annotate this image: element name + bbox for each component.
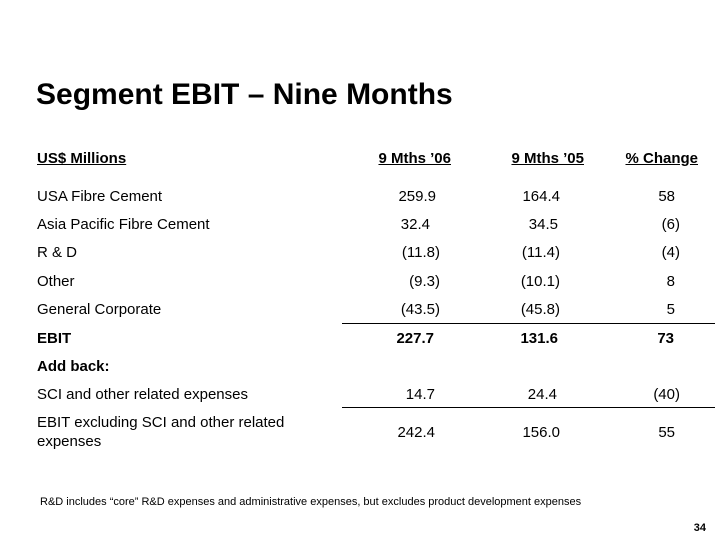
row-label: R & D	[37, 244, 78, 261]
sci-change: (40)	[653, 386, 680, 403]
row-label: USA Fibre Cement	[37, 188, 163, 205]
value-2006: 32.4	[400, 216, 430, 233]
row-label: General Corporate	[37, 301, 162, 318]
value-2005: 34.5	[528, 216, 558, 233]
ebit-2006: 227.7	[396, 330, 434, 347]
value-2005: (11.4)	[521, 244, 560, 261]
value-2005: 164.4	[522, 188, 560, 205]
subtotal-rule	[342, 323, 715, 324]
col-header-2005: 9 Mths ’05	[511, 150, 584, 167]
row-label: Asia Pacific Fibre Cement	[37, 216, 210, 233]
value-2005: (10.1)	[520, 273, 560, 290]
ebit-ex-2005: 156.0	[522, 424, 560, 441]
value-2006: (9.3)	[409, 273, 440, 290]
value-2006: (11.8)	[401, 244, 440, 261]
total-rule	[342, 407, 715, 408]
col-header-2006: 9 Mths ’06	[378, 150, 451, 167]
footnote: R&D includes “core” R&D expenses and adm…	[40, 496, 582, 508]
ebit-row: EBIT 227.7 131.6 73	[0, 330, 720, 354]
add-back-label: Add back:	[37, 358, 110, 375]
sci-2006: 14.7	[405, 386, 435, 403]
table-row: Asia Pacific Fibre Cement 32.4 34.5 (6)	[0, 216, 720, 240]
value-2006: (43.5)	[400, 301, 440, 318]
sci-2005: 24.4	[527, 386, 557, 403]
row-label: Other	[37, 273, 75, 290]
value-change: 5	[666, 301, 675, 318]
col-header-change: % Change	[625, 150, 698, 167]
value-2006: 259.9	[398, 188, 436, 205]
add-back-row: Add back:	[0, 358, 720, 382]
value-change: 8	[666, 273, 675, 290]
ebit-change: 73	[657, 330, 674, 347]
table-row: General Corporate (43.5) (45.8) 5	[0, 301, 720, 325]
value-change: (4)	[661, 244, 680, 261]
sci-row: SCI and other related expenses 14.7 24.4…	[0, 386, 720, 410]
ebit-label: EBIT	[37, 330, 72, 347]
page-title: Segment EBIT – Nine Months	[36, 78, 453, 111]
value-change: 58	[658, 188, 675, 205]
sci-label: SCI and other related expenses	[37, 386, 248, 403]
value-2005: (45.8)	[520, 301, 560, 318]
ebit-ex-change: 55	[658, 424, 675, 441]
ebit-ex-row: 242.4 156.0 55	[0, 424, 720, 448]
table-row: Other (9.3) (10.1) 8	[0, 273, 720, 297]
value-change: (6)	[661, 216, 680, 233]
ebit-ex-label: EBIT excluding SCI and other related exp…	[37, 414, 285, 450]
units-header: US$ Millions	[37, 150, 127, 167]
table-row: USA Fibre Cement 259.9 164.4 58	[0, 188, 720, 212]
page-number: 34	[693, 522, 706, 534]
table-row: R & D (11.8) (11.4) (4)	[0, 244, 720, 268]
ebit-ex-2006: 242.4	[397, 424, 435, 441]
ebit-2005: 131.6	[520, 330, 558, 347]
